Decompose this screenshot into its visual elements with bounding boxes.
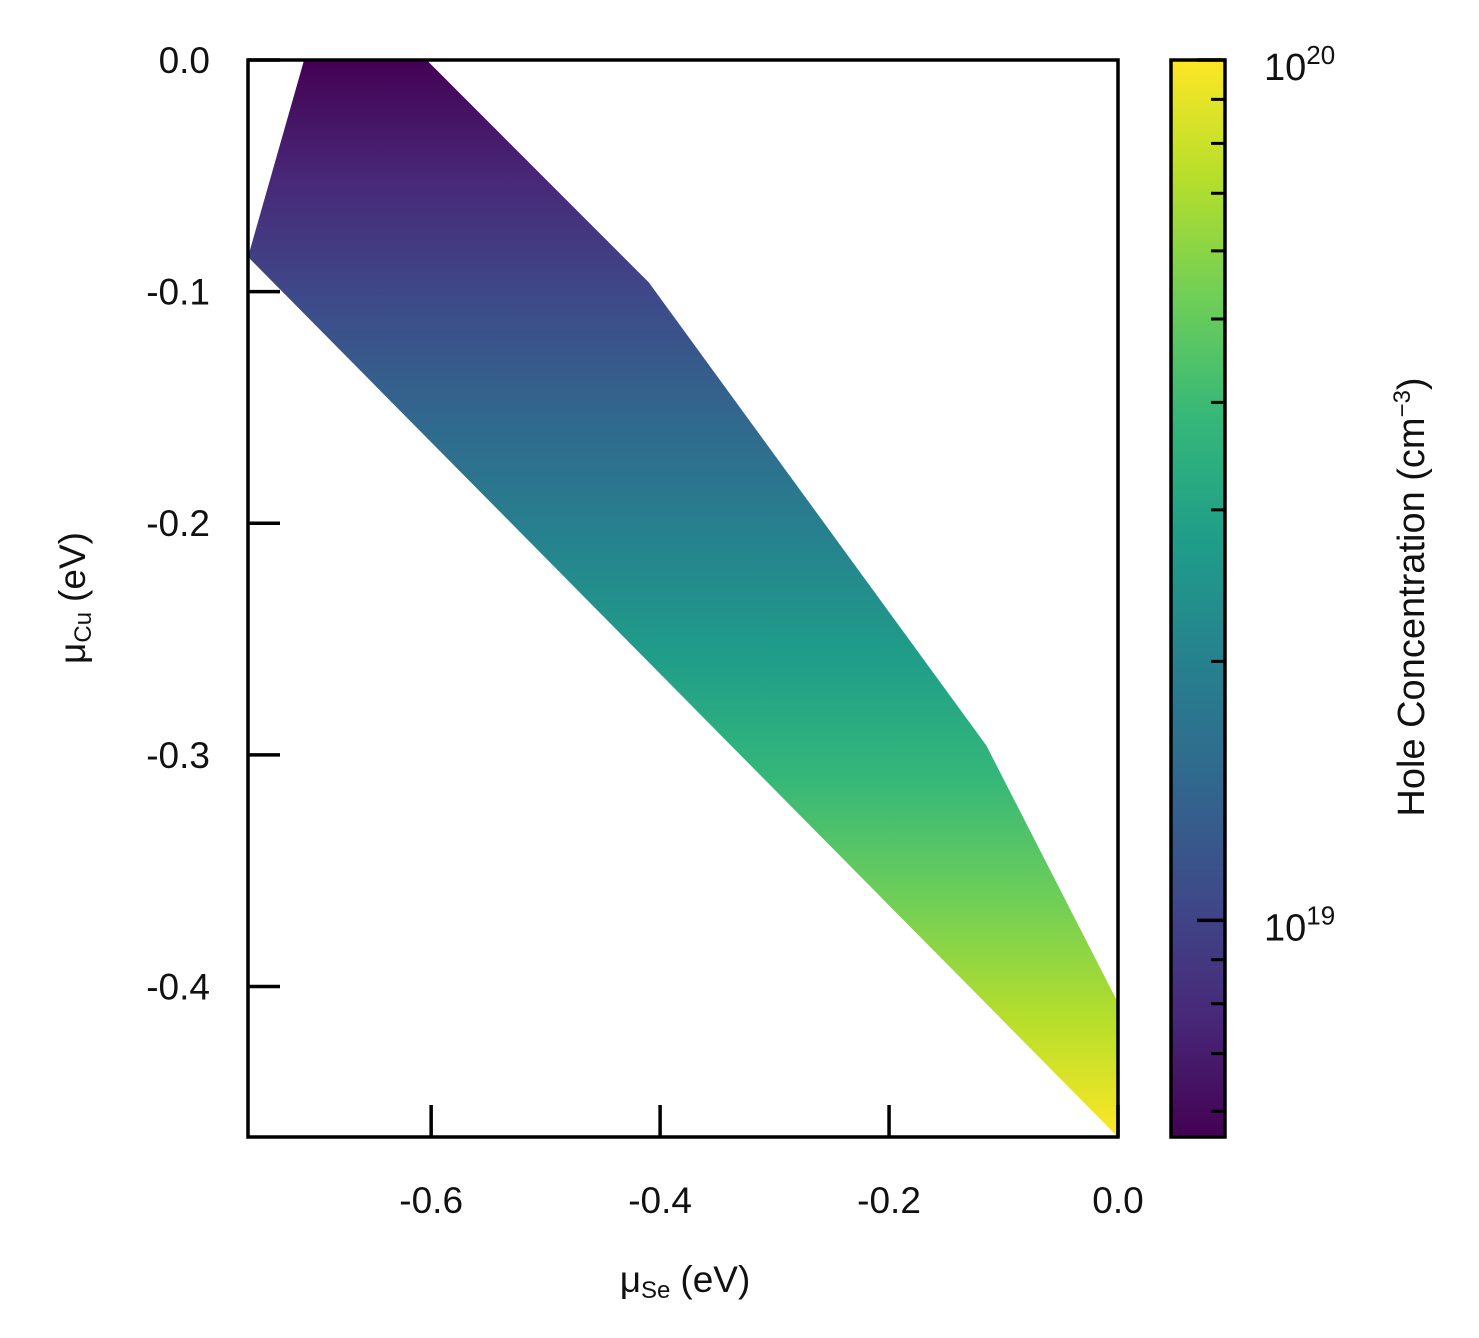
x-tick-label: -0.6 [399,1180,463,1221]
x-axis-label-subscript: Se [641,1277,670,1304]
colorbar-tick-label: 1020 [1264,40,1335,89]
colorbar-tick-exponent: 19 [1306,900,1335,930]
y-axis-ticks: 0.0 -0.1 -0.2 -0.3 -0.4 [146,40,280,1007]
colorbar-tick-exponent: 20 [1306,40,1335,70]
y-tick-label: -0.2 [146,503,210,544]
y-axis-label: μCu (eV) [52,532,97,664]
y-tick-label: -0.4 [146,966,210,1007]
colorbar-frame [1169,58,1227,1139]
colorbar-fill [1171,60,1225,1137]
y-axis-label-subscript: Cu [70,612,97,643]
colorbar-label-text: Hole Concentration (cm [1391,417,1433,816]
x-axis-label: μSe (eV) [620,1259,751,1304]
x-tick-label: -0.4 [628,1180,692,1221]
plot-area: -0.6 -0.4 -0.2 0.0 0.0 -0.1 -0.2 -0.3 -0.4 [146,40,1143,1221]
x-axis-label-symbol: μ [620,1259,641,1300]
x-axis-label-unit: (eV) [680,1259,750,1300]
y-tick-label: -0.1 [146,272,210,313]
stability-region [248,60,1118,1137]
x-tick-label: 0.0 [1092,1180,1143,1221]
y-axis-label-unit: (eV) [52,532,93,602]
y-tick-label: -0.3 [146,735,210,776]
plot-frame [246,58,1120,1139]
x-axis-ticks: -0.6 -0.4 -0.2 0.0 [399,1105,1144,1221]
colorbar-label: Hole Concentration (cm−3) [1389,377,1433,816]
colorbar-label-close: ) [1391,377,1433,390]
x-tick-label: -0.2 [857,1180,921,1221]
colorbar-label-exponent: −3 [1389,390,1416,417]
colorbar-tick-base: 10 [1264,907,1306,949]
colorbar-tick-base: 10 [1264,47,1306,89]
y-axis-label-symbol: μ [52,643,93,664]
colorbar-tick-label: 1019 [1264,900,1335,949]
y-tick-label: 0.0 [159,40,210,81]
